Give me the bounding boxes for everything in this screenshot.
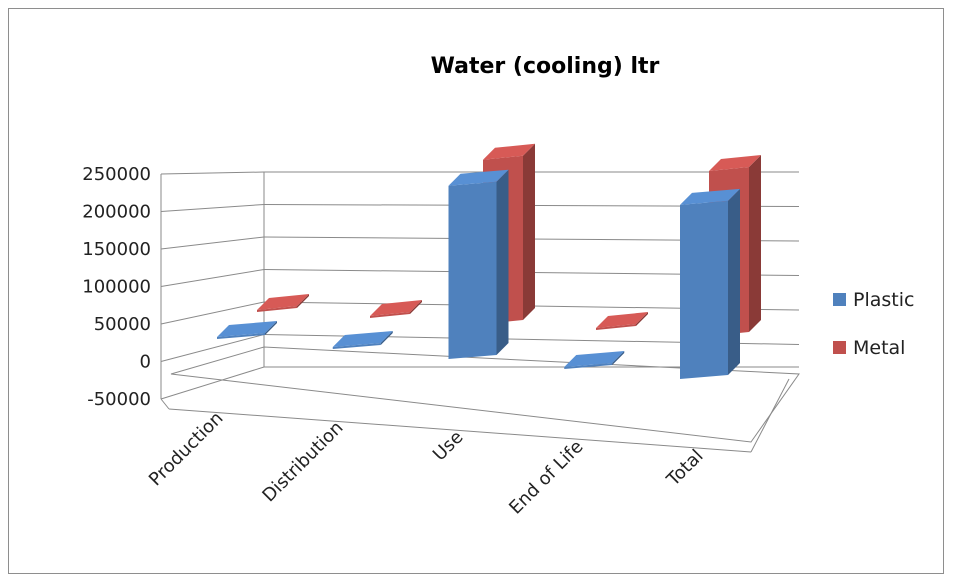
- side-gridline: [161, 270, 264, 287]
- side-gridline: [161, 172, 264, 174]
- chart-svg: Water (cooling) ltr 250000 200000 150000 10…: [9, 9, 945, 575]
- side-gridline: [161, 302, 264, 324]
- side-gridline: [161, 335, 264, 362]
- bar-side-face: [497, 170, 509, 355]
- bar: [596, 312, 648, 330]
- chart-title: Water (cooling) ltr: [431, 54, 660, 79]
- bar-front-face: [680, 201, 728, 379]
- floor-left-edge: [161, 399, 169, 409]
- x-tick-label: Production: [145, 408, 228, 491]
- x-tick-label: Total: [662, 446, 707, 491]
- bar: [564, 351, 624, 369]
- side-gridline: [161, 237, 264, 249]
- bar: [217, 321, 277, 339]
- legend-label: Plastic: [853, 289, 914, 311]
- y-tick-label: -50000: [87, 389, 151, 410]
- y-tick-label: 0: [140, 352, 151, 373]
- bar: [449, 170, 509, 359]
- y-tick-label: 200000: [82, 202, 151, 223]
- bar: [257, 294, 309, 312]
- y-tick-label: 250000: [82, 164, 151, 185]
- legend-swatch: [833, 341, 846, 354]
- floor-right-edge: [751, 379, 789, 452]
- x-tick-label: End of Life: [505, 436, 587, 518]
- legend: Plastic Metal: [833, 289, 914, 359]
- bar: [333, 331, 393, 349]
- y-axis-ticks: 250000 200000 150000 100000 50000 0 -50000: [82, 164, 151, 410]
- y-tick-label: 150000: [82, 239, 151, 260]
- y-tick-label: 100000: [82, 277, 151, 298]
- bar: [680, 189, 740, 379]
- bar-front-face: [449, 182, 497, 359]
- bar-side-face: [749, 155, 761, 332]
- bar-side-face: [728, 189, 740, 375]
- x-axis-ticks: Production Distribution Use End of Life Tota…: [145, 408, 708, 519]
- bar: [370, 300, 422, 318]
- legend-label: Metal: [853, 337, 905, 359]
- legend-swatch: [833, 293, 846, 306]
- bar-side-face: [523, 144, 535, 320]
- side-gridline: [161, 205, 264, 212]
- y-tick-label: 50000: [94, 314, 151, 335]
- x-tick-label: Distribution: [258, 417, 347, 506]
- bars: [217, 144, 761, 379]
- x-tick-label: Use: [429, 427, 468, 466]
- chart-area: Water (cooling) ltr 250000 200000 150000 10…: [8, 8, 944, 574]
